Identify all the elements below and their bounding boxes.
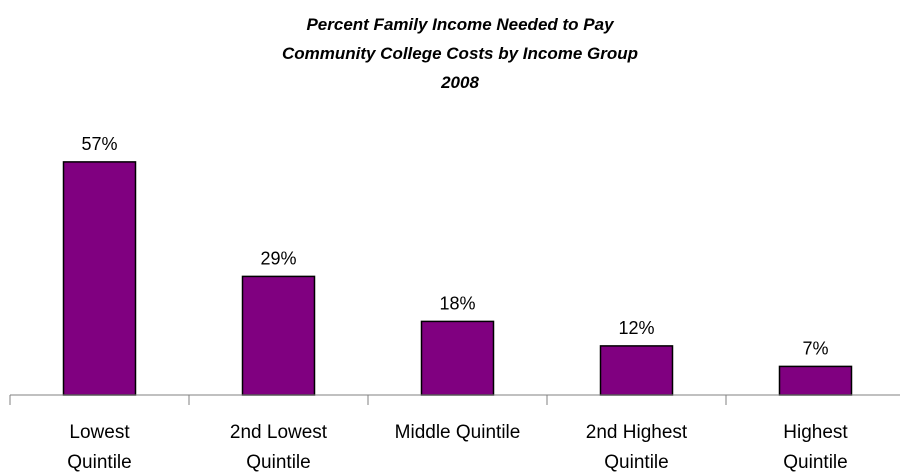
- chart-title-line-1: Percent Family Income Needed to Pay: [306, 15, 615, 34]
- chart-title: Percent Family Income Needed to Pay Comm…: [282, 15, 638, 92]
- bar-5: [778, 365, 853, 396]
- bar-series: [62, 161, 853, 396]
- bar-3: [420, 320, 495, 396]
- data-label-3: 18%: [439, 293, 475, 313]
- chart-title-line-2: Community College Costs by Income Group: [282, 44, 638, 63]
- x-tick-label-2-line-2: Quintile: [246, 452, 310, 473]
- x-tick-label-5-line-2: Quintile: [783, 452, 847, 473]
- x-tick-label-1-line-2: Quintile: [67, 452, 131, 473]
- bar-1: [62, 161, 137, 396]
- x-tick-label-5-line-1: Highest: [783, 422, 848, 443]
- data-label-4: 12%: [618, 318, 654, 338]
- x-tick-label-3: Middle Quintile: [395, 422, 521, 443]
- bar-4: [599, 345, 674, 396]
- x-tick-label-4-line-1: 2nd Highest: [586, 422, 688, 443]
- data-label-5: 7%: [802, 338, 828, 358]
- data-labels: 57% 29% 18% 12% 7%: [81, 134, 828, 359]
- bar-2: [241, 275, 316, 396]
- data-label-2: 29%: [260, 248, 296, 268]
- x-tick-label-2-line-1: 2nd Lowest: [230, 422, 328, 443]
- data-label-1: 57%: [81, 134, 117, 154]
- x-tick-label-4-line-2: Quintile: [604, 452, 668, 473]
- chart-title-line-3: 2008: [440, 73, 479, 92]
- x-axis: Lowest Quintile 2nd Lowest Quintile Middle Q…: [9, 394, 900, 473]
- x-tick-label-1-line-1: Lowest: [69, 422, 130, 443]
